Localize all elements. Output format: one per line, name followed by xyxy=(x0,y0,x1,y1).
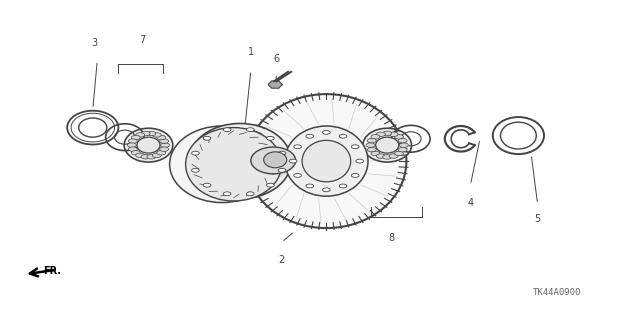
Ellipse shape xyxy=(124,128,173,162)
Circle shape xyxy=(399,143,408,147)
Circle shape xyxy=(129,147,138,152)
Circle shape xyxy=(367,138,376,143)
Circle shape xyxy=(147,131,156,136)
Circle shape xyxy=(266,183,274,187)
Circle shape xyxy=(223,128,231,132)
Circle shape xyxy=(161,143,170,147)
Text: 1: 1 xyxy=(248,48,254,57)
Circle shape xyxy=(294,174,301,177)
Circle shape xyxy=(323,188,330,192)
Circle shape xyxy=(136,153,145,158)
Circle shape xyxy=(289,159,297,163)
Ellipse shape xyxy=(137,137,160,153)
Text: FR.: FR. xyxy=(44,265,61,276)
Circle shape xyxy=(136,133,145,137)
Circle shape xyxy=(389,154,398,158)
Circle shape xyxy=(223,192,231,196)
Circle shape xyxy=(366,143,375,147)
Circle shape xyxy=(351,174,359,177)
Circle shape xyxy=(157,151,166,155)
Circle shape xyxy=(356,159,364,163)
Ellipse shape xyxy=(264,152,287,168)
Text: 6: 6 xyxy=(273,54,280,64)
Circle shape xyxy=(383,155,392,159)
Circle shape xyxy=(394,151,403,156)
Circle shape xyxy=(376,154,385,158)
Circle shape xyxy=(371,135,380,139)
Circle shape xyxy=(339,134,347,138)
Ellipse shape xyxy=(189,123,291,199)
Text: 3: 3 xyxy=(91,38,97,48)
Circle shape xyxy=(147,154,156,159)
Circle shape xyxy=(351,145,359,149)
Circle shape xyxy=(376,132,385,137)
Circle shape xyxy=(204,136,211,140)
Circle shape xyxy=(383,131,392,136)
Ellipse shape xyxy=(246,94,406,228)
Text: 8: 8 xyxy=(388,233,395,243)
Circle shape xyxy=(191,151,199,155)
Circle shape xyxy=(141,154,150,159)
Circle shape xyxy=(306,134,314,138)
Circle shape xyxy=(191,168,199,172)
Circle shape xyxy=(152,153,161,158)
Circle shape xyxy=(246,128,254,132)
Circle shape xyxy=(339,184,347,188)
Ellipse shape xyxy=(170,126,275,203)
Polygon shape xyxy=(268,81,282,88)
Circle shape xyxy=(278,168,286,172)
Circle shape xyxy=(323,130,330,134)
Circle shape xyxy=(152,133,161,137)
Ellipse shape xyxy=(285,126,368,196)
Circle shape xyxy=(131,135,140,140)
Circle shape xyxy=(306,184,314,188)
Ellipse shape xyxy=(376,137,399,153)
Circle shape xyxy=(394,135,403,139)
Text: 4: 4 xyxy=(467,198,474,208)
Ellipse shape xyxy=(302,140,351,182)
Text: 7: 7 xyxy=(139,35,145,45)
Text: 2: 2 xyxy=(278,255,285,265)
Circle shape xyxy=(129,139,138,143)
Circle shape xyxy=(398,138,407,143)
Circle shape xyxy=(131,151,140,155)
Ellipse shape xyxy=(363,128,412,162)
Circle shape xyxy=(367,147,376,152)
Circle shape xyxy=(398,147,407,152)
Circle shape xyxy=(204,183,211,187)
Circle shape xyxy=(159,147,168,152)
Text: TK44A0900: TK44A0900 xyxy=(532,288,581,297)
Circle shape xyxy=(278,151,286,155)
Ellipse shape xyxy=(186,128,282,201)
Circle shape xyxy=(371,151,380,156)
Text: 5: 5 xyxy=(534,214,541,224)
Circle shape xyxy=(266,136,274,140)
Circle shape xyxy=(159,139,168,143)
Circle shape xyxy=(294,145,301,149)
Circle shape xyxy=(127,143,136,147)
Circle shape xyxy=(246,192,254,196)
Circle shape xyxy=(157,135,166,140)
Circle shape xyxy=(389,132,398,137)
Circle shape xyxy=(141,131,150,136)
Ellipse shape xyxy=(251,147,296,174)
